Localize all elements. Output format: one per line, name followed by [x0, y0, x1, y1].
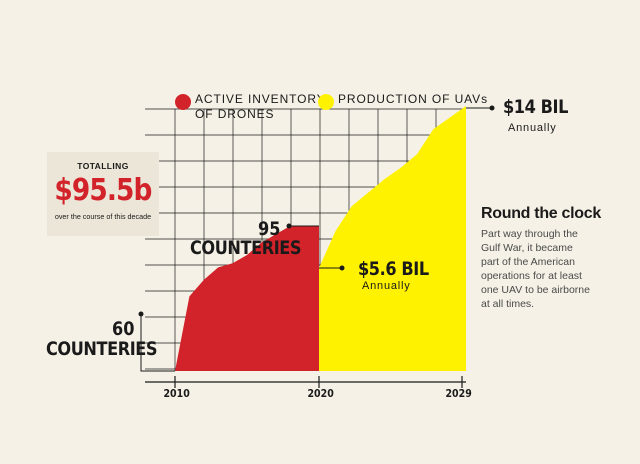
area-active-inventory [175, 226, 319, 371]
legend-inventory-line2: OF DRONES [195, 107, 275, 121]
area-uav-production [319, 106, 466, 371]
x-axis [145, 376, 466, 388]
end-count: 95 [258, 218, 281, 240]
annotation-leaders [138, 105, 495, 372]
leader-start [140, 314, 175, 372]
totalling-value: $95.5b [54, 173, 152, 208]
side-text: Part way through the Gulf War, it became… [481, 228, 590, 310]
legend-production: PRODUCTION OF UAVs [318, 92, 488, 110]
x-tick-2029: 2029 [445, 388, 472, 400]
end-sub: Annually [508, 122, 557, 134]
totalling-label: TOTALLING [77, 161, 129, 171]
mid-sub: Annually [362, 280, 411, 292]
legend-production-line1: PRODUCTION OF UAVs [338, 92, 488, 106]
side-title: Round the clock [481, 205, 601, 222]
mid-value: $5.6 BIL [358, 258, 429, 280]
x-tick-2020: 2020 [307, 388, 334, 400]
start-count: 60 [112, 318, 135, 340]
legend-production-swatch [318, 94, 334, 110]
totalling-box: TOTALLING $95.5b over the course of this… [47, 152, 159, 236]
legend-inventory-line1: ACTIVE INVENTORY [195, 92, 326, 106]
end-label: COUNTERIES [190, 237, 302, 259]
start-label: COUNTERIES [46, 338, 158, 360]
legend-inventory: ACTIVE INVENTORY OF DRONES [175, 92, 326, 122]
legend-inventory-swatch [175, 94, 191, 110]
totalling-sub: over the course of this decade [54, 212, 152, 221]
end-value: $14 BIL [503, 96, 568, 118]
x-tick-2010: 2010 [163, 388, 190, 400]
chart-areas [175, 106, 466, 371]
